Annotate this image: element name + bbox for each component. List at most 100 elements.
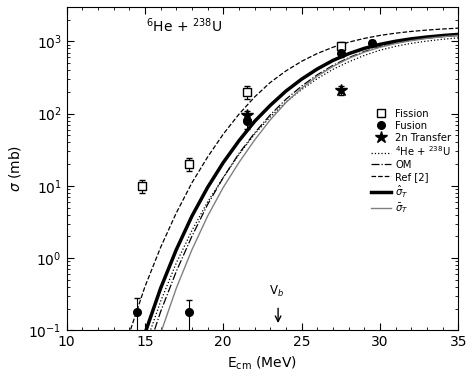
OM [330, 63, 336, 68]
$\hat{\sigma}_T$ [158, 286, 164, 291]
$\hat{\sigma}_T$ [440, 33, 446, 38]
$^{4}$He + $^{238}$U [205, 200, 210, 204]
$^{4}$He + $^{238}$U [362, 53, 367, 58]
$^{4}$He + $^{238}$U [314, 76, 320, 81]
X-axis label: E$_{\mathrm{cm}}$ (MeV): E$_{\mathrm{cm}}$ (MeV) [228, 355, 298, 372]
Text: V$_b$: V$_b$ [269, 284, 284, 299]
$^{4}$He + $^{238}$U [173, 261, 179, 265]
$^{4}$He + $^{238}$U [283, 100, 289, 104]
Text: $^{6}$He + $^{238}$U: $^{6}$He + $^{238}$U [146, 17, 222, 35]
$\hat{\sigma}_T$ [267, 103, 273, 108]
$\bar{\sigma}_T$ [158, 331, 164, 336]
OM [142, 357, 148, 361]
OM [158, 310, 164, 314]
$^{4}$He + $^{238}$U [330, 67, 336, 72]
Ref [2] [409, 29, 414, 34]
$\bar{\sigma}_T$ [440, 34, 446, 39]
Ref [2] [189, 180, 195, 185]
Ref [2] [346, 40, 351, 44]
$\bar{\sigma}_T$ [346, 56, 351, 61]
$\hat{\sigma}_T$ [456, 32, 461, 37]
$^{4}$He + $^{238}$U [377, 48, 383, 52]
Ref [2] [267, 80, 273, 85]
$\hat{\sigma}_T$ [252, 119, 257, 124]
OM [424, 36, 430, 40]
$^{4}$He + $^{238}$U [440, 37, 446, 42]
OM [440, 34, 446, 39]
$\bar{\sigma}_T$ [267, 117, 273, 122]
Ref [2] [330, 45, 336, 50]
$^{4}$He + $^{238}$U [299, 87, 304, 92]
Ref [2] [393, 31, 399, 36]
Ref [2] [299, 59, 304, 64]
$\bar{\sigma}_T$ [409, 38, 414, 43]
$\hat{\sigma}_T$ [346, 52, 351, 56]
Ref [2] [424, 28, 430, 32]
Ref [2] [158, 245, 164, 250]
OM [299, 84, 304, 88]
$\bar{\sigma}_T$ [330, 64, 336, 69]
$^{4}$He + $^{238}$U [346, 60, 351, 64]
$\hat{\sigma}_T$ [299, 77, 304, 81]
$\bar{\sigma}_T$ [205, 214, 210, 218]
Legend: Fission, Fusion, 2n Transfer, $^{4}$He + $^{238}$U, OM, Ref [2], $\hat{\sigma}_T: Fission, Fusion, 2n Transfer, $^{4}$He +… [369, 107, 453, 217]
$^{4}$He + $^{238}$U [236, 152, 242, 157]
OM [189, 234, 195, 238]
Ref [2] [377, 33, 383, 38]
Line: $\bar{\sigma}_T$: $\bar{\sigma}_T$ [66, 35, 458, 379]
OM [346, 55, 351, 60]
$\bar{\sigma}_T$ [236, 160, 242, 165]
$\hat{\sigma}_T$ [283, 89, 289, 93]
$\hat{\sigma}_T$ [236, 139, 242, 143]
$\hat{\sigma}_T$ [377, 42, 383, 47]
Y-axis label: $\sigma$ (mb): $\sigma$ (mb) [7, 145, 23, 192]
$^{4}$He + $^{238}$U [220, 175, 226, 180]
$\hat{\sigma}_T$ [173, 247, 179, 252]
OM [220, 175, 226, 180]
$\bar{\sigma}_T$ [299, 86, 304, 91]
$\hat{\sigma}_T$ [424, 35, 430, 39]
OM [409, 38, 414, 42]
$^{4}$He + $^{238}$U [393, 44, 399, 49]
$\hat{\sigma}_T$ [189, 214, 195, 218]
$^{4}$He + $^{238}$U [456, 36, 461, 40]
$\bar{\sigma}_T$ [189, 247, 195, 252]
OM [456, 33, 461, 37]
$^{4}$He + $^{238}$U [142, 344, 148, 349]
Ref [2] [236, 112, 242, 116]
$^{4}$He + $^{238}$U [267, 114, 273, 119]
Ref [2] [362, 36, 367, 41]
Line: $\hat{\sigma}_T$: $\hat{\sigma}_T$ [66, 34, 458, 379]
$\hat{\sigma}_T$ [409, 36, 414, 41]
Line: $^{4}$He + $^{238}$U: $^{4}$He + $^{238}$U [66, 38, 458, 379]
Ref [2] [252, 95, 257, 99]
$\bar{\sigma}_T$ [220, 185, 226, 190]
$\bar{\sigma}_T$ [377, 45, 383, 50]
Ref [2] [173, 211, 179, 215]
$\hat{\sigma}_T$ [220, 160, 226, 165]
Ref [2] [456, 26, 461, 30]
$^{4}$He + $^{238}$U [158, 299, 164, 304]
$\bar{\sigma}_T$ [393, 41, 399, 46]
Ref [2] [314, 51, 320, 56]
OM [283, 97, 289, 102]
Line: OM: OM [66, 35, 458, 379]
OM [393, 41, 399, 45]
$^{4}$He + $^{238}$U [252, 132, 257, 136]
OM [236, 151, 242, 156]
$\bar{\sigma}_T$ [424, 36, 430, 41]
$\bar{\sigma}_T$ [314, 74, 320, 78]
$\hat{\sigma}_T$ [330, 58, 336, 63]
Ref [2] [440, 27, 446, 31]
$\hat{\sigma}_T$ [142, 331, 148, 336]
$\bar{\sigma}_T$ [362, 50, 367, 55]
Ref [2] [142, 285, 148, 289]
Ref [2] [220, 132, 226, 136]
$\bar{\sigma}_T$ [252, 138, 257, 143]
$\bar{\sigma}_T$ [173, 286, 179, 291]
OM [377, 44, 383, 49]
$\hat{\sigma}_T$ [205, 185, 210, 190]
Ref [2] [205, 155, 210, 159]
Ref [2] [127, 331, 132, 336]
OM [205, 202, 210, 207]
